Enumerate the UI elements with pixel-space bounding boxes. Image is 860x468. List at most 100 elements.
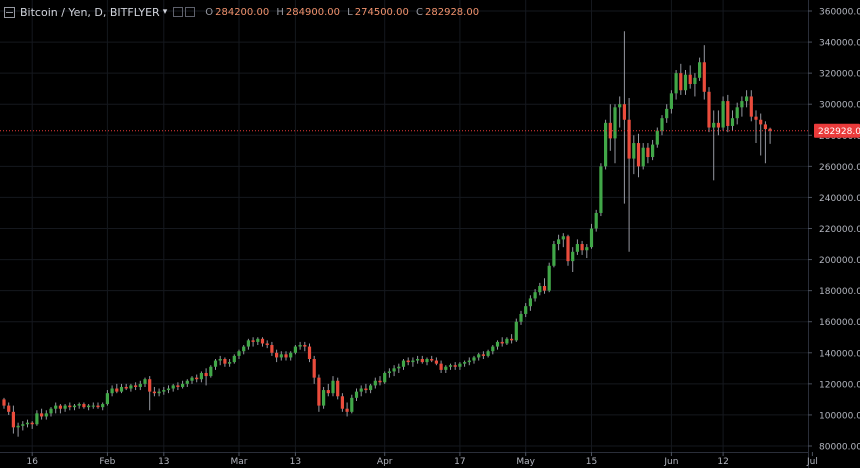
candle bbox=[345, 402, 349, 417]
chart-legend-header: Bitcoin / Yen, D, BITFLYER ▾ O 284200.00 … bbox=[4, 4, 479, 20]
time-axis[interactable]: 16 Feb 13 Mar 13 Apr 17 May 15 Jun 12 Jul bbox=[0, 452, 818, 468]
candle bbox=[232, 354, 236, 364]
candle-body bbox=[176, 385, 180, 387]
candle-body bbox=[307, 346, 312, 359]
candle bbox=[190, 376, 194, 384]
chevron-down-icon[interactable]: ▾ bbox=[162, 7, 168, 17]
candle bbox=[246, 338, 250, 350]
settings-icon[interactable] bbox=[185, 7, 196, 17]
open-label: O bbox=[205, 6, 214, 18]
symbol-title[interactable]: Bitcoin / Yen, D, BITFLYER bbox=[20, 5, 160, 19]
candle-body bbox=[49, 408, 53, 414]
candle bbox=[72, 404, 77, 411]
candle-body bbox=[124, 386, 128, 389]
high-value: 284900.00 bbox=[285, 6, 340, 18]
candle bbox=[251, 337, 255, 347]
price-axis[interactable]: 80000.00 100000.00 120000.00 140000.00 16000… bbox=[808, 0, 860, 468]
candle-body bbox=[237, 351, 241, 356]
candle bbox=[547, 262, 551, 293]
candle-body bbox=[575, 244, 579, 252]
candle bbox=[199, 371, 203, 383]
candle bbox=[641, 143, 645, 170]
time-tick-label: 16 bbox=[26, 457, 38, 467]
candle bbox=[373, 377, 377, 389]
candle-body bbox=[477, 354, 481, 358]
collapse-legend-icon[interactable] bbox=[4, 6, 15, 18]
candle-body bbox=[448, 365, 453, 367]
candle bbox=[265, 340, 269, 349]
candle bbox=[275, 349, 279, 363]
candle-body bbox=[712, 122, 716, 128]
candle-body bbox=[25, 422, 30, 425]
candle bbox=[707, 87, 711, 133]
time-tick-label: Jul bbox=[806, 457, 818, 467]
candle-body bbox=[289, 352, 293, 358]
candle-body bbox=[336, 380, 340, 397]
candle-body bbox=[420, 359, 424, 363]
candle-body bbox=[566, 236, 570, 262]
candle-body bbox=[585, 247, 589, 251]
candle-body bbox=[444, 366, 448, 370]
candle-body bbox=[190, 377, 194, 381]
candle-body bbox=[293, 346, 297, 353]
candle bbox=[467, 357, 471, 366]
candle bbox=[627, 98, 631, 252]
candle bbox=[510, 334, 514, 344]
candle bbox=[712, 110, 716, 181]
candle-body bbox=[134, 385, 138, 387]
candle bbox=[30, 421, 34, 429]
candle-body bbox=[359, 388, 363, 392]
eye-icon[interactable] bbox=[173, 7, 184, 17]
price-tick-label: 240000.00 bbox=[819, 194, 860, 204]
candle-body bbox=[383, 372, 387, 383]
candle-body bbox=[646, 147, 650, 158]
candle bbox=[279, 351, 283, 361]
candle-body bbox=[599, 166, 603, 213]
candle bbox=[604, 119, 608, 170]
candle bbox=[218, 355, 222, 366]
candle bbox=[40, 408, 44, 420]
candle bbox=[63, 404, 67, 412]
candle-body bbox=[105, 393, 109, 405]
candle-body bbox=[547, 265, 551, 291]
candle bbox=[401, 359, 406, 370]
candle-body bbox=[298, 345, 302, 347]
candle bbox=[138, 380, 142, 391]
candle bbox=[152, 386, 156, 397]
candle bbox=[406, 357, 410, 366]
candle bbox=[430, 355, 434, 363]
candle bbox=[298, 341, 302, 350]
candle bbox=[533, 289, 537, 302]
grid-lines bbox=[0, 0, 813, 452]
candle-body bbox=[2, 399, 6, 406]
candle-body bbox=[223, 359, 227, 364]
candle-body bbox=[77, 404, 81, 406]
candle-body bbox=[726, 101, 730, 126]
candle bbox=[392, 365, 396, 377]
candle-body bbox=[453, 365, 457, 367]
candle bbox=[524, 303, 528, 318]
candle-body bbox=[707, 91, 711, 128]
candle bbox=[571, 247, 575, 272]
candle-body bbox=[218, 359, 222, 361]
candle bbox=[256, 337, 260, 346]
candle bbox=[289, 351, 293, 361]
candle bbox=[575, 239, 579, 255]
candle bbox=[397, 363, 401, 373]
time-tick-label: 13 bbox=[290, 457, 301, 467]
candle bbox=[585, 244, 589, 259]
low-value: 274500.00 bbox=[354, 6, 409, 18]
candle bbox=[317, 374, 321, 412]
price-tick-label: 200000.00 bbox=[819, 256, 860, 266]
candle bbox=[185, 379, 189, 387]
candle bbox=[674, 70, 678, 100]
candle bbox=[561, 233, 565, 248]
candle bbox=[495, 340, 500, 350]
candle-body bbox=[486, 351, 490, 356]
candle-body bbox=[716, 122, 720, 128]
candle bbox=[35, 410, 39, 426]
candle-body bbox=[148, 379, 152, 392]
candle-body bbox=[213, 360, 218, 367]
candle bbox=[322, 386, 326, 409]
